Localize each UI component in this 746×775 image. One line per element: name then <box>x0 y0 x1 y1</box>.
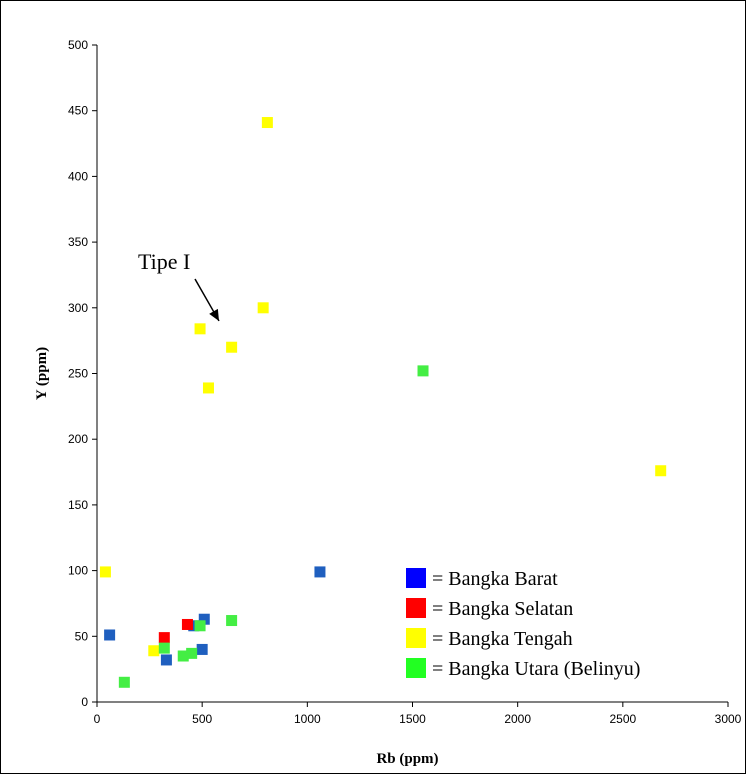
data-point-series-2 <box>261 117 273 129</box>
y-tick-label: 200 <box>68 432 88 446</box>
legend-swatch <box>406 568 426 588</box>
legend-swatch <box>406 598 426 618</box>
data-point-series-1 <box>158 632 170 644</box>
x-tick-label: 500 <box>192 712 212 726</box>
annotation-arrow-head <box>209 308 219 321</box>
x-tick-label: 0 <box>94 712 101 726</box>
data-point-series-3 <box>118 676 130 688</box>
annotation-label: Tipe I <box>138 249 190 274</box>
data-point-series-0 <box>188 620 200 632</box>
data-point-series-3 <box>417 365 429 377</box>
data-point-series-0 <box>104 629 116 641</box>
x-axis-title: Rb (ppm) <box>376 751 438 767</box>
data-point-series-2 <box>257 302 269 314</box>
legend-swatch <box>406 628 426 648</box>
axes <box>92 44 729 707</box>
data-point-series-3 <box>158 642 170 654</box>
data-point-series-2 <box>99 566 111 578</box>
data-point-series-2 <box>655 465 667 477</box>
x-tick-label: 1500 <box>399 712 426 726</box>
data-point-series-3 <box>177 650 189 662</box>
legend-swatch <box>406 658 426 678</box>
data-point-series-0 <box>314 566 326 578</box>
data-point-series-1 <box>181 618 193 630</box>
data-point-series-2 <box>202 382 214 394</box>
data-points <box>99 117 667 688</box>
data-point-series-2 <box>148 645 160 657</box>
legend-label: = Bangka Tengah <box>432 628 573 650</box>
y-tick-label: 100 <box>68 564 88 578</box>
data-point-series-0 <box>198 613 210 625</box>
y-tick-label: 500 <box>68 38 88 52</box>
y-tick-label: 250 <box>68 367 88 381</box>
x-tick-label: 1000 <box>294 712 321 726</box>
annotation: Tipe I <box>138 249 220 322</box>
data-point-series-0 <box>160 654 172 666</box>
y-tick-label: 450 <box>68 104 88 118</box>
legend-label: = Bangka Selatan <box>432 598 573 620</box>
data-point-series-3 <box>226 615 238 627</box>
y-tick-label: 50 <box>75 629 89 643</box>
data-point-series-3 <box>186 647 198 659</box>
data-point-series-2 <box>194 323 206 335</box>
data-point-series-0 <box>196 643 208 655</box>
data-point-series-2 <box>226 341 238 353</box>
x-tick-label: 2500 <box>609 712 636 726</box>
x-tick-label: 3000 <box>715 712 742 726</box>
y-tick-label: 0 <box>81 695 88 709</box>
x-tick-label: 2000 <box>504 712 531 726</box>
y-tick-label: 350 <box>68 235 88 249</box>
legend: = Bangka Barat = Bangka Selatan = Bangka T… <box>406 568 640 680</box>
legend-label: = Bangka Barat <box>432 568 558 590</box>
legend-label: = Bangka Utara (Belinyu) <box>432 658 640 680</box>
data-point-series-3 <box>194 620 206 632</box>
y-tick-label: 150 <box>68 498 88 512</box>
y-tick-label: 300 <box>68 301 88 315</box>
y-tick-label: 400 <box>68 169 88 183</box>
y-axis-title: Y (ppm) <box>34 347 50 400</box>
tick-labels: 0 50 100 150 200 250 300 350 400 450 500 0 500 1000 15… <box>68 38 742 726</box>
